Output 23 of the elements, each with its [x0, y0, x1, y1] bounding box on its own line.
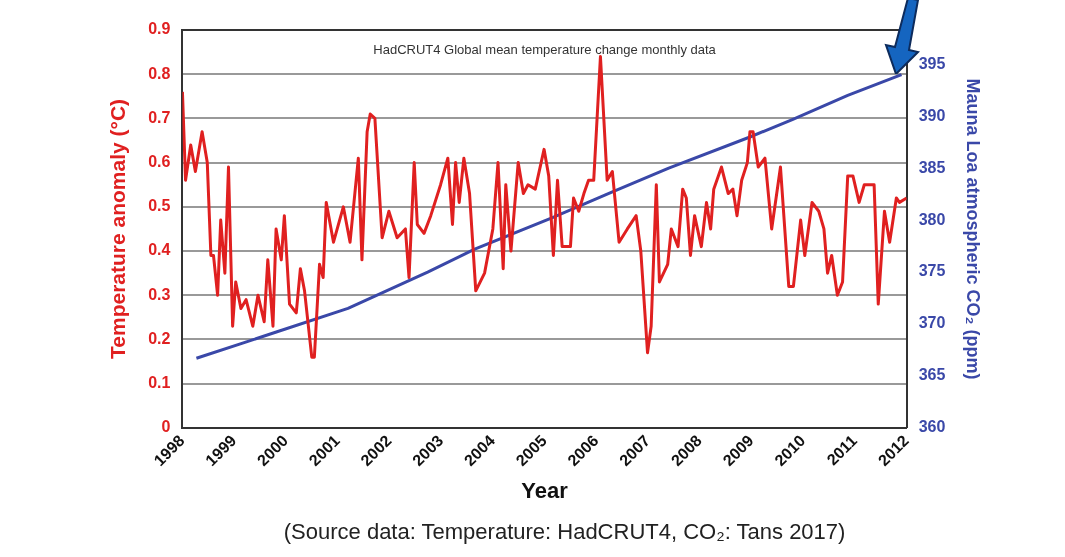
y2-tick-label: 385	[918, 158, 946, 176]
text: (Source data: Temperature: HadCRUT4, CO₂: Tans 2017)	[283, 519, 846, 545]
y-axis-title: Temperature anomaly (°C)	[106, 98, 130, 359]
y-tick-label: 0.9	[148, 20, 171, 38]
y-tick-label: 0.7	[148, 108, 171, 126]
y2-tick-label: 390	[918, 106, 946, 124]
y-tick-label: 0.3	[148, 285, 171, 303]
y-tick-label: 0.1	[148, 374, 171, 392]
y-tick-label: 0.2	[148, 329, 171, 347]
y2-tick-label: 375	[918, 262, 946, 280]
y2-tick-label: 365	[918, 366, 946, 384]
text: HadCRUT4 Global mean temperature change monthly data	[373, 41, 717, 57]
y-tick-label: 0.5	[148, 197, 171, 215]
x-axis-title: Year	[521, 477, 569, 503]
y-tick-label: 0	[161, 418, 171, 436]
y2-axis-title: Mauna Loa atmospheric CO₂ (ppm)	[963, 78, 984, 380]
y2-tick-label: 380	[918, 210, 946, 228]
y-tick-label: 0.6	[148, 153, 171, 171]
y2-tick-label: 395	[918, 54, 946, 72]
y2-tick-label: 360	[918, 418, 946, 436]
y-tick-label: 0.8	[148, 64, 171, 82]
y-tick-label: 0.4	[148, 241, 171, 259]
y2-tick-label: 370	[918, 314, 946, 332]
